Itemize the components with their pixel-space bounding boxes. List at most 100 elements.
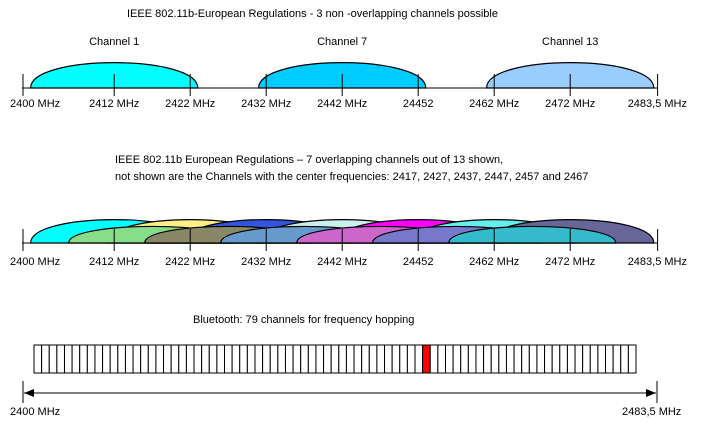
- bluetooth-channel: [597, 344, 607, 374]
- bluetooth-channel: [406, 344, 416, 374]
- bluetooth-channel: [345, 344, 355, 374]
- section1-freq-label: 2400 MHz: [10, 98, 60, 110]
- bluetooth-channel: [589, 344, 599, 374]
- bluetooth-channel: [185, 344, 195, 374]
- bluetooth-channel: [277, 344, 286, 374]
- bluetooth-channel: [384, 344, 393, 374]
- bluetooth-channel: [323, 344, 332, 374]
- bluetooth-channel: [155, 344, 165, 374]
- section2-ticks: [22, 229, 659, 251]
- bluetooth-channel: [338, 344, 347, 374]
- bluetooth-channel: [117, 344, 126, 374]
- arrow-left-icon: [24, 389, 34, 397]
- bluetooth-channel: [86, 344, 96, 374]
- bluetooth-channel: [132, 344, 142, 374]
- bluetooth-channel: [452, 344, 462, 374]
- bluetooth-range-arrow: [22, 381, 658, 403]
- bluetooth-channel: [33, 344, 43, 374]
- bluetooth-channel: [262, 344, 271, 374]
- bluetooth-channel: [612, 344, 622, 374]
- bluetooth-channel: [437, 344, 446, 374]
- bluetooth-channel: [566, 344, 576, 374]
- bluetooth-channel: [315, 344, 325, 374]
- bluetooth-channel: [201, 344, 210, 374]
- bluetooth-channel: [505, 344, 515, 374]
- bluetooth-channel: [224, 344, 233, 374]
- bluetooth-channel: [483, 344, 492, 374]
- section1-freq-label: 2483,5 MHz: [628, 98, 687, 110]
- bluetooth-channel-strip: [33, 344, 637, 374]
- bluetooth-channel: [460, 344, 469, 374]
- bluetooth-channel: [41, 344, 50, 374]
- bluetooth-channel: [467, 344, 477, 374]
- channel-label: Channel 13: [542, 36, 598, 48]
- bluetooth-channel: [307, 344, 317, 374]
- bluetooth-channel: [79, 344, 88, 374]
- bluetooth-channel: [216, 344, 226, 374]
- section1-freq-label: 2432 MHz: [241, 98, 291, 110]
- bluetooth-channel: [124, 344, 134, 374]
- arrow-right-icon: [646, 389, 656, 397]
- bluetooth-channel: [559, 344, 568, 374]
- bluetooth-channel: [269, 344, 279, 374]
- section2-freq-label: 24452: [403, 256, 434, 268]
- section3-title: Bluetooth: 79 channels for frequency hop…: [193, 314, 414, 326]
- bluetooth-channel: [48, 344, 58, 374]
- bluetooth-channel: [605, 344, 614, 374]
- bluetooth-channel: [63, 344, 73, 374]
- section1-channel-labels: Channel 1 Channel 7 Channel 13: [89, 36, 598, 48]
- bluetooth-channel: [102, 344, 111, 374]
- section1-ticks: [22, 74, 659, 96]
- section2-freq-label: 2412 MHz: [89, 256, 139, 268]
- bluetooth-channel: [361, 344, 370, 374]
- bluetooth-channel: [208, 344, 218, 374]
- bluetooth-channel: [536, 344, 546, 374]
- bluetooth-channel: [71, 344, 81, 374]
- section2-freq-label: 2462 MHz: [469, 256, 519, 268]
- bluetooth-channel: [163, 344, 172, 374]
- section1-freq-label: 2462 MHz: [469, 98, 519, 110]
- section1-frequency-labels: 2400 MHz 2412 MHz 2422 MHz 2432 MHz 2442 MHz…: [10, 98, 687, 110]
- bluetooth-channel: [178, 344, 187, 374]
- section2-freq-label: 2422 MHz: [165, 256, 215, 268]
- bluetooth-channel: [140, 344, 149, 374]
- channel-label: Channel 7: [317, 36, 367, 48]
- section2-freq-label: 2483,5 MHz: [628, 256, 687, 268]
- bluetooth-channel: [254, 344, 264, 374]
- section2-title-line2: not shown are the Channels with the cent…: [115, 171, 588, 183]
- section1-freq-label: 2422 MHz: [165, 98, 215, 110]
- bluetooth-channel: [444, 344, 454, 374]
- bluetooth-channel: [147, 344, 157, 374]
- bluetooth-channel: [300, 344, 309, 374]
- bluetooth-channel: [574, 344, 584, 374]
- section1-freq-label: 2472 MHz: [545, 98, 595, 110]
- bluetooth-channel: [231, 344, 241, 374]
- bluetooth-channel: [627, 344, 637, 374]
- bluetooth-channel-active: [422, 344, 431, 374]
- bluetooth-channel: [544, 344, 553, 374]
- bluetooth-channel: [170, 344, 180, 374]
- bluetooth-channel: [109, 344, 119, 374]
- bluetooth-left-freq-label: 2400 MHz: [10, 406, 60, 418]
- bluetooth-channel: [620, 344, 629, 374]
- bluetooth-channel: [490, 344, 500, 374]
- section2-frequency-labels: 2400 MHz 2412 MHz 2422 MHz 2432 MHz 2442 MHz…: [10, 256, 687, 268]
- section1-freq-label: 2442 MHz: [317, 98, 367, 110]
- bluetooth-channel: [292, 344, 302, 374]
- bluetooth-channel: [513, 344, 523, 374]
- bluetooth-channel: [376, 344, 386, 374]
- bluetooth-channel: [582, 344, 591, 374]
- channel-label: Channel 1: [89, 36, 139, 48]
- bluetooth-channel: [368, 344, 378, 374]
- section1-freq-label: 24452: [403, 98, 434, 110]
- overlap-channel-lobe: [447, 225, 617, 244]
- bluetooth-channel: [353, 344, 363, 374]
- bluetooth-channel: [429, 344, 439, 374]
- bluetooth-channel: [94, 344, 104, 374]
- section2-freq-label: 2472 MHz: [545, 256, 595, 268]
- bluetooth-channel: [498, 344, 507, 374]
- section1-freq-label: 2412 MHz: [89, 98, 139, 110]
- bluetooth-channel: [56, 344, 65, 374]
- bluetooth-channel: [551, 344, 561, 374]
